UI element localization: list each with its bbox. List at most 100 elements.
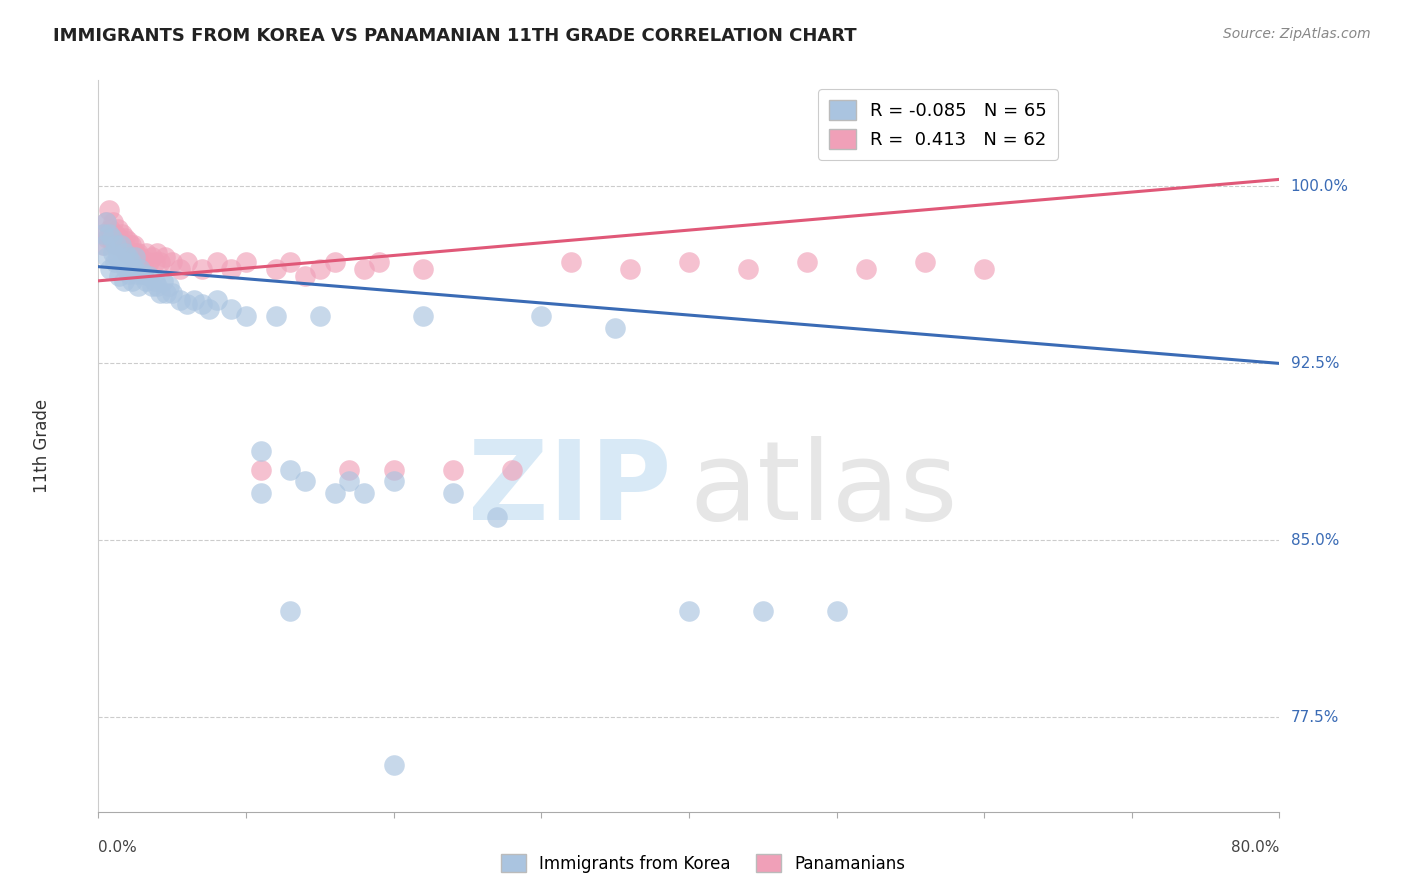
Text: 11th Grade: 11th Grade [32, 399, 51, 493]
Point [205, 255, 228, 269]
Text: 80.0%: 80.0% [1232, 840, 1279, 855]
Point [118, 267, 141, 281]
Point [280, 462, 302, 476]
Point [100, 231, 122, 245]
Point [198, 302, 221, 317]
Point [91, 227, 114, 241]
Point [127, 245, 149, 260]
Point [105, 238, 128, 252]
Point [93, 238, 115, 252]
Point [97, 202, 120, 217]
Point [264, 310, 287, 324]
Point [138, 255, 160, 269]
Text: 77.5%: 77.5% [1291, 710, 1339, 725]
Point [115, 262, 138, 277]
Point [124, 245, 146, 260]
Point [176, 255, 198, 269]
Point [91, 238, 114, 252]
Point [112, 238, 135, 252]
Point [143, 255, 166, 269]
Point [141, 278, 163, 293]
Point [678, 604, 700, 618]
Point [294, 269, 316, 284]
Point [169, 293, 191, 307]
Point [122, 238, 145, 252]
Point [146, 278, 169, 293]
Point [323, 255, 346, 269]
Point [339, 475, 361, 489]
Point [93, 227, 115, 241]
Point [132, 255, 155, 269]
Point [221, 262, 243, 277]
Point [605, 321, 627, 335]
Point [825, 604, 848, 618]
Point [486, 509, 509, 524]
Point [235, 310, 257, 324]
Point [149, 255, 172, 269]
Point [752, 604, 775, 618]
Point [103, 215, 125, 229]
Point [796, 255, 818, 269]
Point [107, 250, 129, 264]
Legend: Immigrants from Korea, Panamanians: Immigrants from Korea, Panamanians [495, 847, 911, 880]
Point [250, 486, 273, 500]
Point [108, 269, 131, 284]
Point [143, 274, 166, 288]
Point [132, 267, 155, 281]
Point [235, 255, 257, 269]
Text: 85.0%: 85.0% [1291, 533, 1339, 548]
Text: Source: ZipAtlas.com: Source: ZipAtlas.com [1223, 27, 1371, 41]
Point [221, 302, 243, 317]
Point [205, 293, 228, 307]
Point [112, 274, 135, 288]
Point [914, 255, 936, 269]
Point [191, 262, 214, 277]
Point [162, 255, 183, 269]
Point [152, 274, 174, 288]
Point [122, 262, 145, 277]
Point [97, 227, 120, 241]
Point [153, 250, 176, 264]
Point [124, 250, 146, 264]
Point [100, 234, 122, 248]
Point [121, 274, 143, 288]
Point [118, 245, 141, 260]
Point [128, 262, 150, 277]
Point [441, 462, 464, 476]
Point [264, 262, 287, 277]
Point [115, 245, 138, 260]
Point [382, 462, 405, 476]
Point [128, 250, 150, 264]
Point [117, 234, 139, 248]
Text: ZIP: ZIP [468, 436, 671, 543]
Point [176, 297, 198, 311]
Legend: R = -0.085   N = 65, R =  0.413   N = 62: R = -0.085 N = 65, R = 0.413 N = 62 [818, 89, 1057, 160]
Point [191, 297, 214, 311]
Point [125, 267, 148, 281]
Text: 92.5%: 92.5% [1291, 356, 1339, 371]
Point [855, 262, 877, 277]
Point [530, 310, 553, 324]
Text: atlas: atlas [689, 436, 957, 543]
Point [110, 238, 132, 252]
Point [250, 462, 273, 476]
Point [111, 227, 134, 241]
Point [138, 269, 160, 284]
Point [114, 231, 136, 245]
Point [96, 250, 118, 264]
Point [368, 255, 391, 269]
Point [110, 238, 132, 252]
Point [309, 310, 332, 324]
Text: 100.0%: 100.0% [1291, 179, 1348, 194]
Point [120, 238, 142, 252]
Point [309, 262, 332, 277]
Point [183, 293, 205, 307]
Point [104, 255, 127, 269]
Text: 0.0%: 0.0% [98, 840, 138, 855]
Point [973, 262, 995, 277]
Point [382, 475, 405, 489]
Text: IMMIGRANTS FROM KOREA VS PANAMANIAN 11TH GRADE CORRELATION CHART: IMMIGRANTS FROM KOREA VS PANAMANIAN 11TH… [53, 27, 858, 45]
Point [157, 278, 180, 293]
Point [155, 285, 177, 300]
Point [412, 310, 434, 324]
